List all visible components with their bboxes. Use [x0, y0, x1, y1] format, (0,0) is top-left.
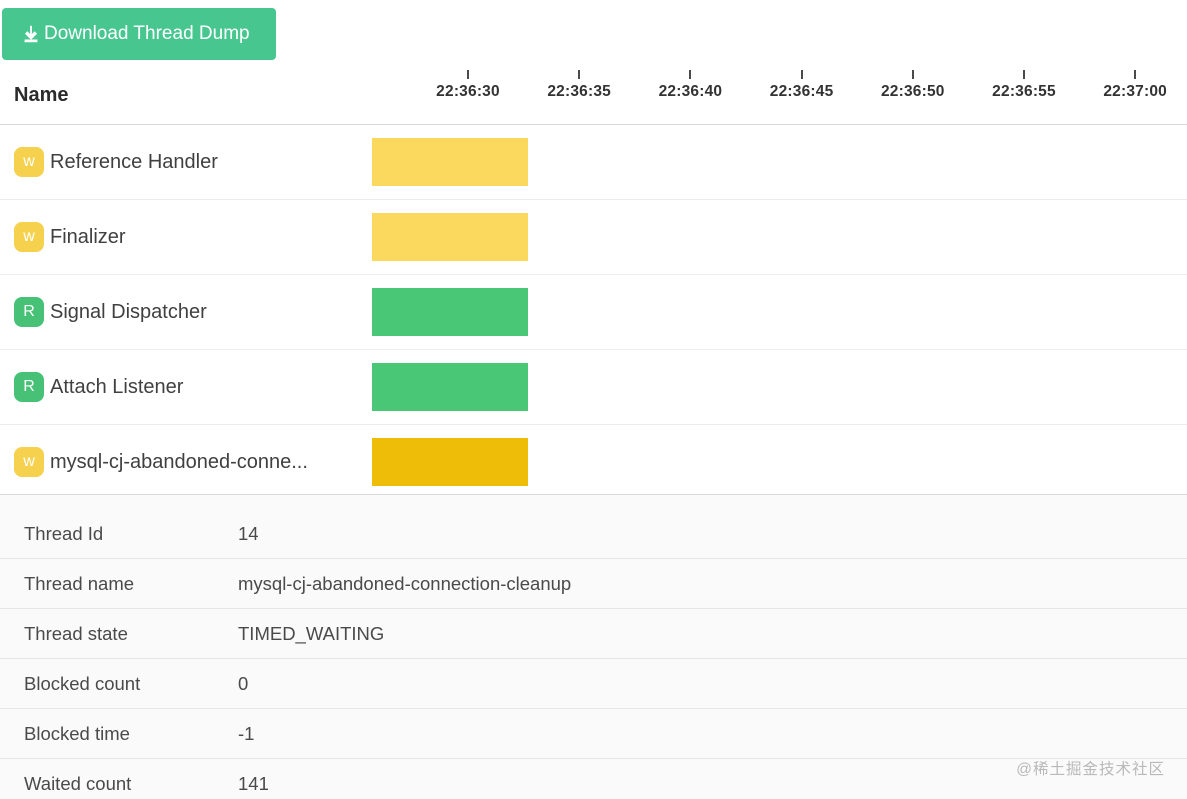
time-tick-mark	[467, 70, 469, 79]
thread-name: Attach Listener	[50, 375, 184, 398]
detail-label: Blocked count	[24, 672, 141, 694]
detail-row: Thread state TIMED_WAITING	[0, 609, 1187, 659]
detail-row: Thread name mysql-cj-abandoned-connectio…	[0, 559, 1187, 609]
detail-value: mysql-cj-abandoned-connection-cleanup	[238, 572, 572, 594]
thread-row[interactable]: R Attach Listener	[0, 350, 1187, 425]
detail-label: Thread state	[24, 622, 128, 644]
thread-state-badge: w	[14, 447, 44, 477]
detail-row: Blocked count 0	[0, 659, 1187, 709]
time-tick-mark	[1134, 70, 1137, 79]
time-tick-label: 22:36:50	[880, 83, 945, 100]
detail-value: TIMED_WAITING	[238, 622, 385, 644]
thread-timeline-bar[interactable]	[372, 288, 528, 336]
time-tick-mark	[1023, 70, 1025, 79]
site-watermark: @稀土掘金技术社区	[1016, 761, 1165, 778]
time-tick-mark	[578, 70, 581, 79]
thread-state-badge: R	[14, 297, 44, 327]
name-column-header: Name	[14, 84, 69, 106]
time-tick-mark	[911, 70, 914, 79]
thread-timeline-bar[interactable]	[372, 363, 528, 411]
thread-row[interactable]: w Finalizer	[0, 200, 1187, 275]
time-tick-label: 22:37:00	[1103, 83, 1168, 100]
time-tick-label: 22:36:35	[547, 83, 612, 100]
thread-details-panel: Thread Id 14 Thread name mysql-cj-abando…	[0, 494, 1187, 799]
thread-state-badge: w	[14, 147, 44, 177]
detail-value: 0	[238, 672, 249, 694]
thread-name: mysql-cj-abandoned-conne...	[50, 450, 308, 473]
thread-state-badge: w	[14, 222, 44, 252]
timeline-header: Name 22:36:30 22:36:35 22:36:40 22:36:45 22:…	[0, 62, 1187, 125]
time-tick-label: 22:36:45	[769, 83, 834, 100]
thread-timeline-bar[interactable]	[372, 213, 528, 261]
detail-row: Blocked time -1	[0, 709, 1187, 759]
detail-label: Blocked time	[24, 722, 130, 744]
time-tick-mark	[689, 70, 692, 79]
detail-value: 14	[238, 522, 259, 544]
thread-timeline-bar[interactable]	[372, 438, 528, 486]
time-tick-label: 22:36:55	[992, 83, 1056, 100]
download-button-label: Download Thread Dump	[44, 23, 250, 44]
detail-label: Waited count	[24, 772, 132, 794]
download-icon	[20, 23, 42, 45]
detail-value: -1	[238, 722, 255, 744]
thread-name: Reference Handler	[50, 150, 218, 173]
thread-name: Signal Dispatcher	[50, 300, 207, 323]
thread-state-badge: R	[14, 372, 44, 402]
time-tick-label: 22:36:30	[436, 83, 500, 100]
detail-row: Thread Id 14	[0, 509, 1187, 559]
thread-row-selected[interactable]: w mysql-cj-abandoned-conne...	[0, 425, 1187, 500]
download-thread-dump-button[interactable]: Download Thread Dump	[2, 8, 276, 60]
detail-value: 141	[238, 772, 269, 794]
thread-row[interactable]: w Reference Handler	[0, 125, 1187, 200]
detail-label: Thread name	[24, 572, 135, 594]
thread-timeline-bar[interactable]	[372, 138, 528, 186]
time-tick-label: 22:36:40	[658, 83, 723, 100]
detail-label: Thread Id	[24, 522, 104, 544]
detail-row: Waited count 141	[0, 759, 1187, 799]
thread-name: Finalizer	[50, 225, 126, 248]
time-tick-mark	[800, 70, 803, 79]
thread-list: w Reference Handler w Finalizer R Signal…	[0, 125, 1187, 500]
thread-row[interactable]: R Signal Dispatcher	[0, 275, 1187, 350]
